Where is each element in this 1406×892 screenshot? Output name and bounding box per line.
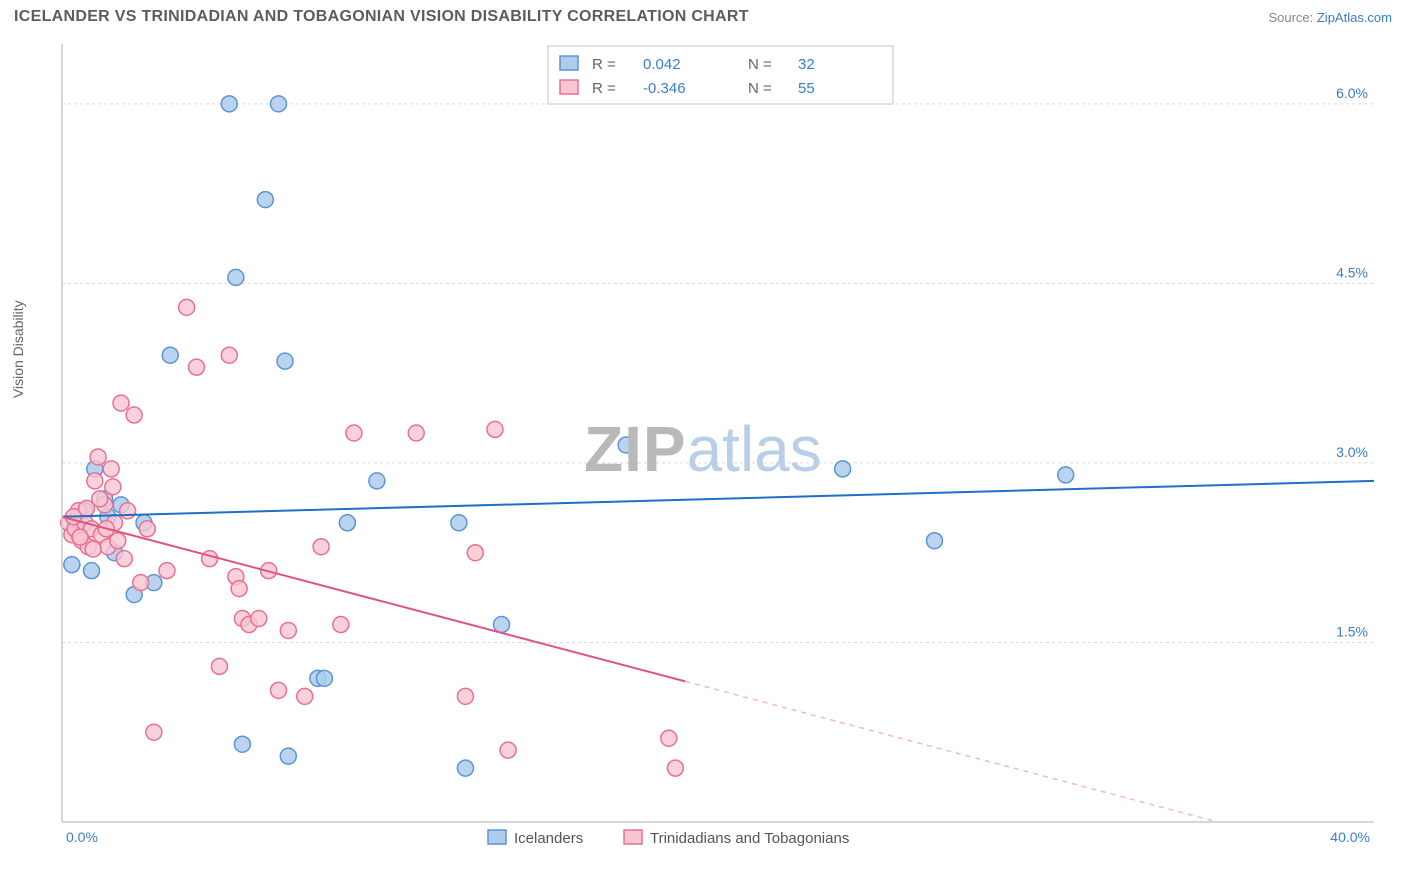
data-point: [280, 622, 296, 638]
legend-n-label: N =: [748, 80, 772, 97]
data-point: [369, 473, 385, 489]
data-point: [90, 449, 106, 465]
data-point: [120, 503, 136, 519]
data-point: [92, 491, 108, 507]
data-point: [1058, 467, 1074, 483]
data-point: [116, 551, 132, 567]
series-label: Icelanders: [514, 830, 583, 847]
data-point: [87, 473, 103, 489]
data-point: [228, 269, 244, 285]
y-tick-label: 3.0%: [1336, 444, 1368, 460]
data-point: [457, 688, 473, 704]
series-swatch: [624, 830, 642, 844]
legend-swatch: [560, 80, 578, 94]
trend-line: [62, 481, 1374, 517]
data-point: [251, 611, 267, 627]
data-point: [126, 407, 142, 423]
source-link[interactable]: ZipAtlas.com: [1317, 10, 1392, 25]
data-point: [316, 670, 332, 686]
y-tick-label: 1.5%: [1336, 623, 1368, 639]
data-point: [661, 730, 677, 746]
data-point: [211, 658, 227, 674]
data-point: [297, 688, 313, 704]
legend-swatch: [560, 56, 578, 70]
data-point: [618, 437, 634, 453]
chart-title: ICELANDER VS TRINIDADIAN AND TOBAGONIAN …: [14, 8, 749, 26]
legend-n-label: N =: [748, 56, 772, 73]
data-point: [500, 742, 516, 758]
series-swatch: [488, 830, 506, 844]
data-point: [277, 353, 293, 369]
data-point: [487, 421, 503, 437]
data-point: [179, 299, 195, 315]
legend-n-value: 55: [798, 80, 815, 97]
data-point: [84, 563, 100, 579]
data-point: [313, 539, 329, 555]
y-tick-label: 6.0%: [1336, 85, 1368, 101]
legend-r-label: R =: [592, 80, 616, 97]
data-point: [346, 425, 362, 441]
data-point: [64, 557, 80, 573]
scatter-chart: 1.5% 3.0% 4.5% 6.0% 0.0% 40.0% R = 0.042 N = 32 R …: [14, 32, 1392, 862]
legend-r-label: R =: [592, 56, 616, 73]
data-point: [133, 575, 149, 591]
data-point: [667, 760, 683, 776]
data-point: [835, 461, 851, 477]
data-point: [231, 581, 247, 597]
data-point: [451, 515, 467, 531]
data-point: [221, 347, 237, 363]
data-point: [85, 541, 101, 557]
source-prefix: Source:: [1268, 10, 1316, 25]
data-point: [113, 395, 129, 411]
data-point: [333, 617, 349, 633]
legend-r-value: -0.346: [643, 80, 686, 97]
data-point: [467, 545, 483, 561]
data-point: [270, 682, 286, 698]
data-point: [221, 96, 237, 112]
data-point: [146, 724, 162, 740]
chart-header: ICELANDER VS TRINIDADIAN AND TOBAGONIAN …: [0, 0, 1406, 32]
data-point: [280, 748, 296, 764]
data-point: [202, 551, 218, 567]
data-point: [926, 533, 942, 549]
data-point: [103, 461, 119, 477]
y-tick-label: 4.5%: [1336, 264, 1368, 280]
chart-source: Source: ZipAtlas.com: [1268, 10, 1392, 25]
data-point: [408, 425, 424, 441]
x-max-label: 40.0%: [1330, 829, 1370, 845]
trend-line: [62, 517, 685, 682]
data-point: [139, 521, 155, 537]
data-point: [257, 192, 273, 208]
legend-n-value: 32: [798, 56, 815, 73]
data-point: [159, 563, 175, 579]
series-label: Trinidadians and Tobagonians: [650, 830, 849, 847]
data-point: [72, 529, 88, 545]
data-point: [162, 347, 178, 363]
data-point: [494, 617, 510, 633]
data-point: [105, 479, 121, 495]
data-point: [188, 359, 204, 375]
legend-r-value: 0.042: [643, 56, 681, 73]
x-min-label: 0.0%: [66, 829, 98, 845]
data-point: [339, 515, 355, 531]
chart-container: Vision Disability ZIPatlas 1.5%3.0%4.5%6…: [14, 32, 1392, 862]
data-point: [270, 96, 286, 112]
data-point: [457, 760, 473, 776]
data-point: [234, 736, 250, 752]
y-axis-label: Vision Disability: [10, 300, 26, 398]
